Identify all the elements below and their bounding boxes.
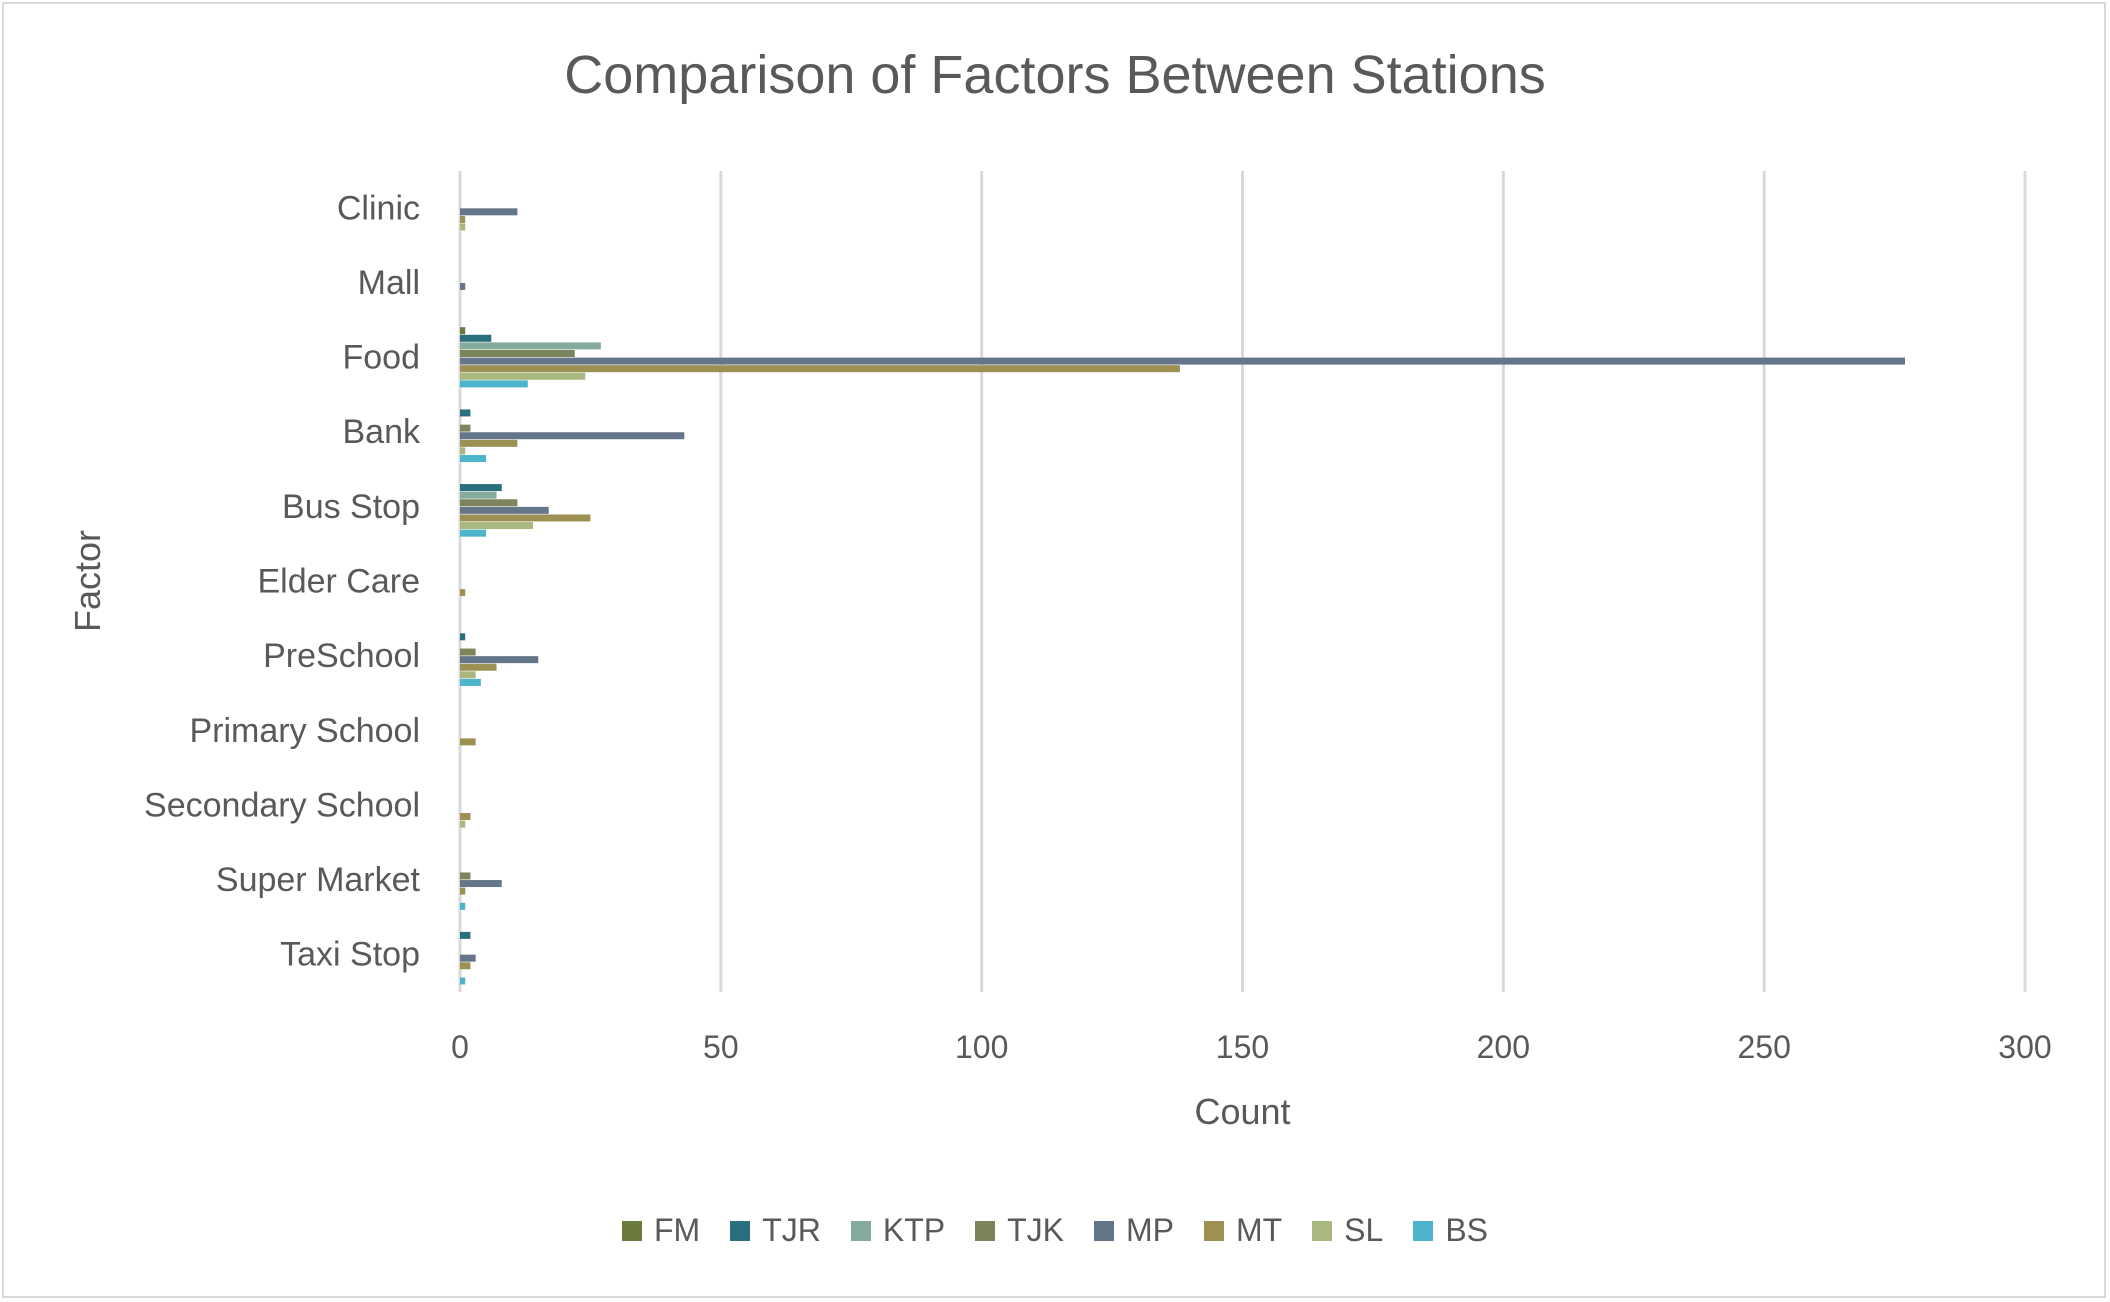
legend-swatch: [850, 1220, 871, 1241]
bar-mt: [460, 813, 471, 821]
bar-mp: [460, 357, 1906, 365]
y-category-label: Primary School: [189, 712, 420, 750]
legend-label: MP: [1125, 1212, 1174, 1248]
bar-tjr: [460, 484, 502, 492]
bar-tjk: [460, 872, 471, 880]
x-tick-label: 200: [1477, 1029, 1530, 1065]
bar-tjr: [460, 334, 492, 342]
bar-bs: [460, 678, 481, 686]
bar-sl: [460, 447, 466, 455]
legend-swatch: [730, 1220, 751, 1241]
legend-label: BS: [1445, 1212, 1488, 1248]
x-tick-label: 100: [955, 1029, 1008, 1065]
bar-tjr: [460, 633, 466, 641]
bar-mt: [460, 439, 518, 447]
bar-mt: [460, 215, 466, 223]
y-category-label: Super Market: [216, 861, 421, 899]
bar-sl: [460, 820, 466, 828]
bar-ktp: [460, 342, 601, 350]
bar-mt: [460, 365, 1180, 373]
chart-title: Comparison of Factors Between Stations: [564, 45, 1546, 105]
legend-item: TJR: [730, 1212, 821, 1249]
y-category-label: Bus Stop: [282, 488, 420, 526]
x-tick-label: 250: [1737, 1029, 1790, 1065]
bar-mp: [460, 282, 466, 290]
bar-mt: [460, 738, 476, 746]
bar-ktp: [460, 491, 497, 499]
legend-item: BS: [1413, 1212, 1488, 1249]
legend-item: FM: [621, 1212, 701, 1249]
bar-tjk: [460, 499, 518, 507]
y-category-label: Taxi Stop: [280, 936, 420, 974]
bar-fm: [460, 327, 466, 335]
bar-mt: [460, 514, 591, 522]
y-category-label: Clinic: [337, 189, 420, 227]
bar-tjk: [460, 424, 471, 432]
legend-swatch: [1203, 1220, 1224, 1241]
x-tick-label: 0: [451, 1029, 469, 1065]
bar-mp: [460, 208, 518, 216]
bar-mt: [460, 887, 466, 895]
bar-tjk: [460, 349, 575, 357]
x-tick-label: 150: [1216, 1029, 1269, 1065]
legend-item: MP: [1093, 1212, 1174, 1249]
y-category-label: Secondary School: [144, 786, 420, 824]
legend-label: FM: [653, 1212, 701, 1248]
bar-mt: [460, 962, 471, 970]
y-category-label: Mall: [358, 264, 420, 302]
bar-tjr: [460, 409, 471, 417]
bar-tjk: [460, 648, 476, 656]
y-category-label: Elder Care: [257, 563, 420, 601]
legend-label: KTP: [882, 1212, 946, 1248]
legend-swatch: [975, 1220, 996, 1241]
legend-item: KTP: [850, 1212, 946, 1249]
legend-item: MT: [1203, 1212, 1283, 1249]
legend-swatch: [1413, 1220, 1434, 1241]
bar-sl: [460, 223, 466, 231]
bar-sl: [460, 671, 476, 679]
bar-bs: [460, 380, 528, 388]
legend-label: MT: [1235, 1212, 1283, 1248]
y-category-label: Food: [343, 339, 421, 377]
bar-mp: [460, 506, 549, 514]
x-axis-title: Count: [1194, 1091, 1290, 1132]
bar-bs: [460, 902, 466, 910]
legend-item: TJK: [975, 1212, 1064, 1249]
legend-label: TJR: [762, 1212, 821, 1248]
legend-label: TJK: [1007, 1212, 1064, 1248]
bar-tjr: [460, 931, 471, 939]
bar-mp: [460, 432, 685, 440]
legend-swatch: [621, 1220, 642, 1241]
bar-mp: [460, 954, 476, 962]
x-tick-label: 50: [703, 1029, 739, 1065]
bar-mt: [460, 663, 497, 671]
bar-mt: [460, 589, 466, 597]
bar-bs: [460, 977, 466, 985]
bar-mp: [460, 880, 502, 888]
legend-swatch: [1312, 1220, 1333, 1241]
legend: FM TJR KTP TJK MP MT SL BS: [0, 1212, 2110, 1249]
y-category-label: PreSchool: [263, 637, 420, 675]
x-tick-label: 300: [1998, 1029, 2051, 1065]
bar-bs: [460, 529, 487, 537]
y-axis-title: Factor: [67, 530, 108, 632]
bar-sl: [460, 522, 534, 530]
legend-swatch: [1093, 1220, 1114, 1241]
bar-sl: [460, 372, 586, 380]
legend-label: SL: [1344, 1212, 1384, 1248]
legend-item: SL: [1312, 1212, 1383, 1249]
bar-mp: [460, 656, 539, 664]
y-category-label: Bank: [343, 413, 421, 451]
bar-bs: [460, 455, 487, 463]
